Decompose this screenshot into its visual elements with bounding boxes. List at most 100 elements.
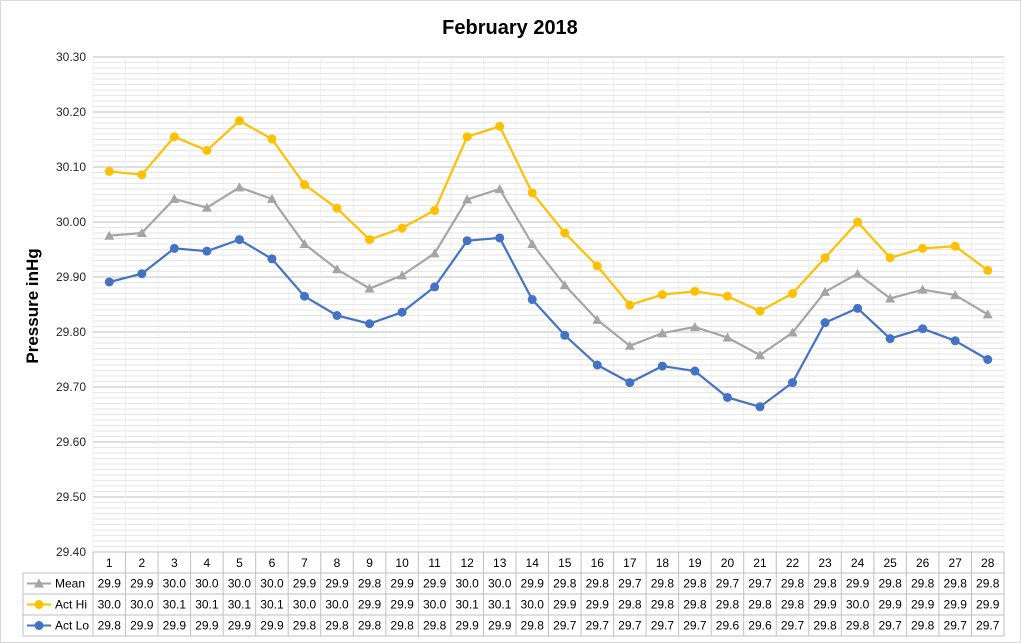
data-point [950,290,961,300]
data-point [527,239,538,248]
data-point [917,284,928,294]
series-act-hi [104,116,993,316]
data-point [787,327,798,337]
data-point [820,253,830,263]
data-point [332,311,342,320]
table-cell: 29.8 [651,577,675,591]
table-cell: 29.7 [651,619,675,633]
data-point [494,184,505,193]
data-point [169,243,179,253]
table-cell: 29.8 [878,577,902,591]
table-cell: 29.9 [163,619,187,633]
y-tick-label: 29.80 [56,325,86,339]
data-point [853,303,863,313]
data-point [982,309,993,319]
table-cell: 29.9 [846,577,870,591]
table-cell: 30.0 [260,577,284,591]
data-point [690,366,700,376]
x-category-label: 1 [106,556,113,570]
table-cell: 29.8 [618,598,642,612]
data-point [624,340,635,350]
y-tick-label: 29.70 [56,380,86,394]
data-point [104,230,115,240]
table-cell: 29.8 [358,577,382,591]
table-cell: 29.8 [944,577,968,591]
legend-key-marker [34,578,44,588]
table-cell: 29.7 [781,619,805,633]
data-point [397,307,407,317]
table-cell: 29.7 [878,619,902,633]
table-cell: 29.8 [781,577,805,591]
data-point [885,334,895,344]
data-point [527,295,537,305]
data-point [104,277,114,287]
table-cell: 29.8 [651,598,675,612]
table-cell: 29.8 [293,619,317,633]
x-category-label: 3 [171,556,178,570]
table-cell: 29.9 [911,598,935,612]
table-cell: 29.9 [228,619,252,633]
grid-layer [92,56,1005,553]
data-point [365,319,375,329]
series-mean [104,182,993,360]
x-category-label: 11 [428,556,441,570]
table-cell: 29.8 [813,577,837,591]
data-point [918,243,928,253]
data-point [430,205,440,215]
x-category-label: 10 [395,556,409,570]
table-cell: 29.8 [325,619,349,633]
data-point [592,314,603,324]
y-tick-label: 30.30 [56,50,86,64]
data-point [560,228,570,238]
y-tick-labels: 29.40 29.50 29.60 29.70 29.80 29.90 30.00 30.10… [56,50,86,559]
table-cell: 29.9 [358,598,382,612]
table-cell: 29.7 [618,577,642,591]
data-point [495,233,505,243]
table-cell: 29.8 [683,598,707,612]
x-category-label: 26 [916,556,930,570]
data-point [592,360,602,370]
series-line [109,119,989,313]
data-point [462,236,472,246]
table-cell: 29.7 [944,619,968,633]
data-point [722,291,732,301]
data-point [169,132,179,142]
data-point [560,330,570,340]
table-cell: 29.8 [976,577,1000,591]
table-cell: 29.8 [716,598,740,612]
table-cell: 29.9 [98,577,122,591]
table-cell: 29.9 [488,619,512,633]
data-point [397,270,408,280]
data-point [202,146,212,155]
table-cell: 30.0 [228,577,252,591]
data-point [722,332,733,342]
table-cell: 29.9 [260,619,284,633]
y-tick-label: 29.50 [56,490,86,504]
table-cell: 29.8 [781,598,805,612]
x-category-label: 19 [688,556,702,570]
data-table: 1 2 3 4 5 6 7 8 9 10 11 12 13 14 15 16 17 18 19 20 21 22 23 24 2… [22,551,1005,637]
table-cell: 29.6 [748,619,772,633]
data-point [104,166,114,176]
y-tick-label: 30.10 [56,160,86,174]
table-cell: 29.9 [130,577,154,591]
table-cell: 29.9 [878,598,902,612]
data-point [657,328,668,338]
data-point [625,300,635,310]
table-cell: 29.9 [553,598,577,612]
data-point [364,283,375,293]
table-cell: 30.0 [195,577,219,591]
table-cell: 29.7 [748,577,772,591]
data-point [136,228,147,237]
data-point [950,336,960,346]
x-category-label: 25 [883,556,897,570]
table-cell: 29.8 [553,577,577,591]
table-cell: 30.0 [488,577,512,591]
data-point [625,378,635,388]
data-point [495,121,505,131]
x-category-label: 20 [721,556,735,570]
table-cell: 29.8 [521,619,545,633]
table-cell: 29.8 [911,619,935,633]
data-point [820,286,831,296]
data-point [299,291,309,301]
